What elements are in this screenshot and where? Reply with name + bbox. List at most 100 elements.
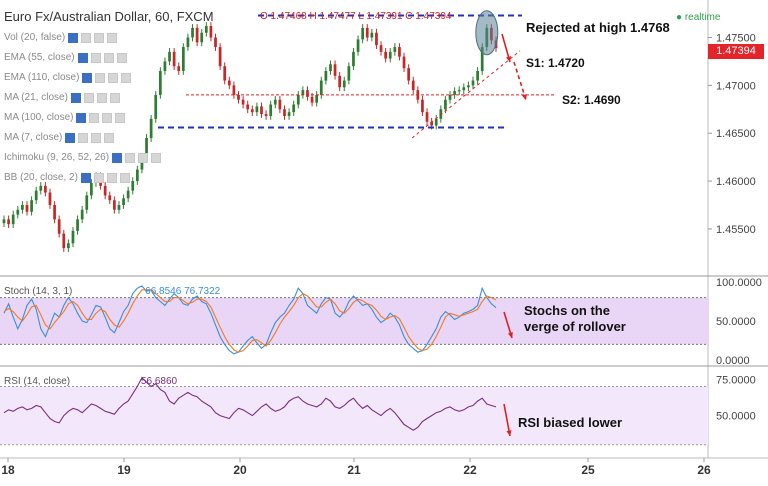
indicator-label: MA (21, close) bbox=[4, 92, 68, 103]
close-icon[interactable] bbox=[107, 32, 118, 43]
visibility-toggle-icon[interactable] bbox=[77, 52, 88, 63]
close-icon[interactable] bbox=[116, 52, 127, 63]
candle-body bbox=[324, 71, 328, 81]
candle-body bbox=[269, 104, 273, 116]
indicator-label: Vol (20, false) bbox=[4, 32, 66, 43]
chart-title: Euro Fx/Australian Dollar, 60, FXCM bbox=[4, 9, 214, 24]
candle-body bbox=[209, 26, 213, 38]
rsi-pane-label: RSI (14, close) 56.6860 bbox=[4, 376, 177, 387]
stoch-label: Stoch (14, 3, 1) bbox=[4, 286, 73, 297]
settings-icon[interactable] bbox=[90, 52, 101, 63]
time-tick-label: 18 bbox=[1, 463, 15, 477]
candle-body bbox=[480, 47, 484, 71]
candle-body bbox=[388, 51, 392, 59]
candle-body bbox=[108, 195, 112, 201]
annotation-stochs: Stochs on the verge of rollover bbox=[524, 303, 626, 334]
indicator-label: MA (7, close) bbox=[4, 132, 63, 143]
candle-body bbox=[89, 182, 93, 196]
candle-body bbox=[177, 66, 181, 71]
add-icon[interactable] bbox=[91, 132, 102, 143]
visibility-toggle-icon[interactable] bbox=[76, 112, 87, 123]
stoch-k-line bbox=[3, 285, 497, 355]
add-icon[interactable] bbox=[102, 112, 113, 123]
add-icon[interactable] bbox=[108, 72, 119, 83]
candle-body bbox=[319, 80, 323, 95]
settings-icon[interactable] bbox=[81, 32, 92, 43]
visibility-toggle-icon[interactable] bbox=[80, 172, 91, 183]
candle-body bbox=[21, 205, 24, 210]
settings-icon[interactable] bbox=[93, 172, 104, 183]
candle-body bbox=[48, 192, 52, 205]
annotation-s2: S2: 1.4690 bbox=[562, 93, 621, 107]
candle-body bbox=[117, 205, 121, 210]
stoch-values: 66.8546 76.7322 bbox=[145, 286, 221, 297]
close-icon[interactable] bbox=[115, 112, 126, 123]
close-icon[interactable] bbox=[151, 152, 162, 163]
close-icon[interactable] bbox=[104, 132, 115, 143]
candle-body bbox=[241, 99, 245, 105]
indicator-item[interactable]: BB (20, close, 2) bbox=[4, 172, 130, 183]
indicator-item[interactable]: MA (7, close) bbox=[4, 132, 115, 143]
indicator-item[interactable]: EMA (55, close) bbox=[4, 52, 127, 63]
add-icon[interactable] bbox=[138, 152, 149, 163]
settings-icon[interactable] bbox=[95, 72, 106, 83]
annotation-s1: S1: 1.4720 bbox=[526, 56, 585, 70]
candle-body bbox=[214, 37, 217, 48]
time-tick-label: 20 bbox=[233, 463, 247, 477]
candle-body bbox=[34, 190, 38, 201]
add-icon[interactable] bbox=[106, 172, 117, 183]
rsi-tick-label: 75.0000 bbox=[716, 374, 756, 386]
visibility-toggle-icon[interactable] bbox=[82, 72, 93, 83]
indicator-item[interactable]: Vol (20, false) bbox=[4, 32, 118, 43]
candle-body bbox=[453, 91, 456, 95]
candle-body bbox=[338, 75, 342, 88]
candle-body bbox=[264, 114, 268, 116]
candle-body bbox=[278, 99, 282, 110]
candle-body bbox=[140, 157, 144, 170]
visibility-toggle-icon[interactable] bbox=[112, 152, 123, 163]
candle-body bbox=[471, 80, 475, 86]
visibility-toggle-icon[interactable] bbox=[70, 92, 81, 103]
close-icon[interactable] bbox=[121, 72, 132, 83]
close-icon[interactable] bbox=[109, 92, 120, 103]
candle-body bbox=[430, 121, 433, 126]
candle-body bbox=[16, 209, 20, 215]
price-tick-label: 1.45500 bbox=[716, 224, 756, 236]
candle-body bbox=[67, 243, 70, 249]
candle-body bbox=[103, 185, 107, 196]
stoch-pane-label: Stoch (14, 3, 1) 66.8546 76.7322 bbox=[4, 286, 220, 297]
candle-body bbox=[342, 80, 346, 88]
stoch-tick-label: 50.0000 bbox=[716, 316, 756, 328]
rsi-tick-label: 50.0000 bbox=[716, 411, 756, 423]
candle-body bbox=[131, 181, 135, 191]
s2-arrow-head bbox=[521, 94, 527, 100]
indicator-label: BB (20, close, 2) bbox=[4, 172, 78, 183]
trendline bbox=[411, 50, 521, 139]
settings-icon[interactable] bbox=[78, 132, 89, 143]
rsi-value: 56.6860 bbox=[140, 376, 178, 387]
settings-icon[interactable] bbox=[125, 152, 136, 163]
visibility-toggle-icon[interactable] bbox=[65, 132, 76, 143]
candle-body bbox=[329, 64, 332, 71]
settings-icon[interactable] bbox=[89, 112, 100, 123]
rsi-arrow bbox=[503, 403, 511, 437]
close-icon[interactable] bbox=[119, 172, 130, 183]
add-icon[interactable] bbox=[96, 92, 107, 103]
visibility-toggle-icon[interactable] bbox=[68, 32, 79, 43]
add-icon[interactable] bbox=[103, 52, 114, 63]
candle-body bbox=[57, 219, 61, 234]
indicator-item[interactable]: MA (100, close) bbox=[4, 112, 126, 123]
candle-body bbox=[135, 169, 139, 182]
candle-body bbox=[80, 209, 84, 220]
price-tick-label: 1.46000 bbox=[716, 176, 756, 188]
candle-body bbox=[421, 99, 424, 113]
indicator-item[interactable]: EMA (110, close) bbox=[4, 72, 132, 83]
stoch-d-line bbox=[3, 289, 497, 353]
add-icon[interactable] bbox=[94, 32, 105, 43]
candle-body bbox=[273, 99, 277, 105]
indicator-item[interactable]: Ichimoku (9, 26, 52, 26) bbox=[4, 152, 162, 163]
candle-body bbox=[71, 230, 75, 244]
settings-icon[interactable] bbox=[83, 92, 94, 103]
indicator-item[interactable]: MA (21, close) bbox=[4, 92, 120, 103]
candle-body bbox=[126, 190, 130, 199]
